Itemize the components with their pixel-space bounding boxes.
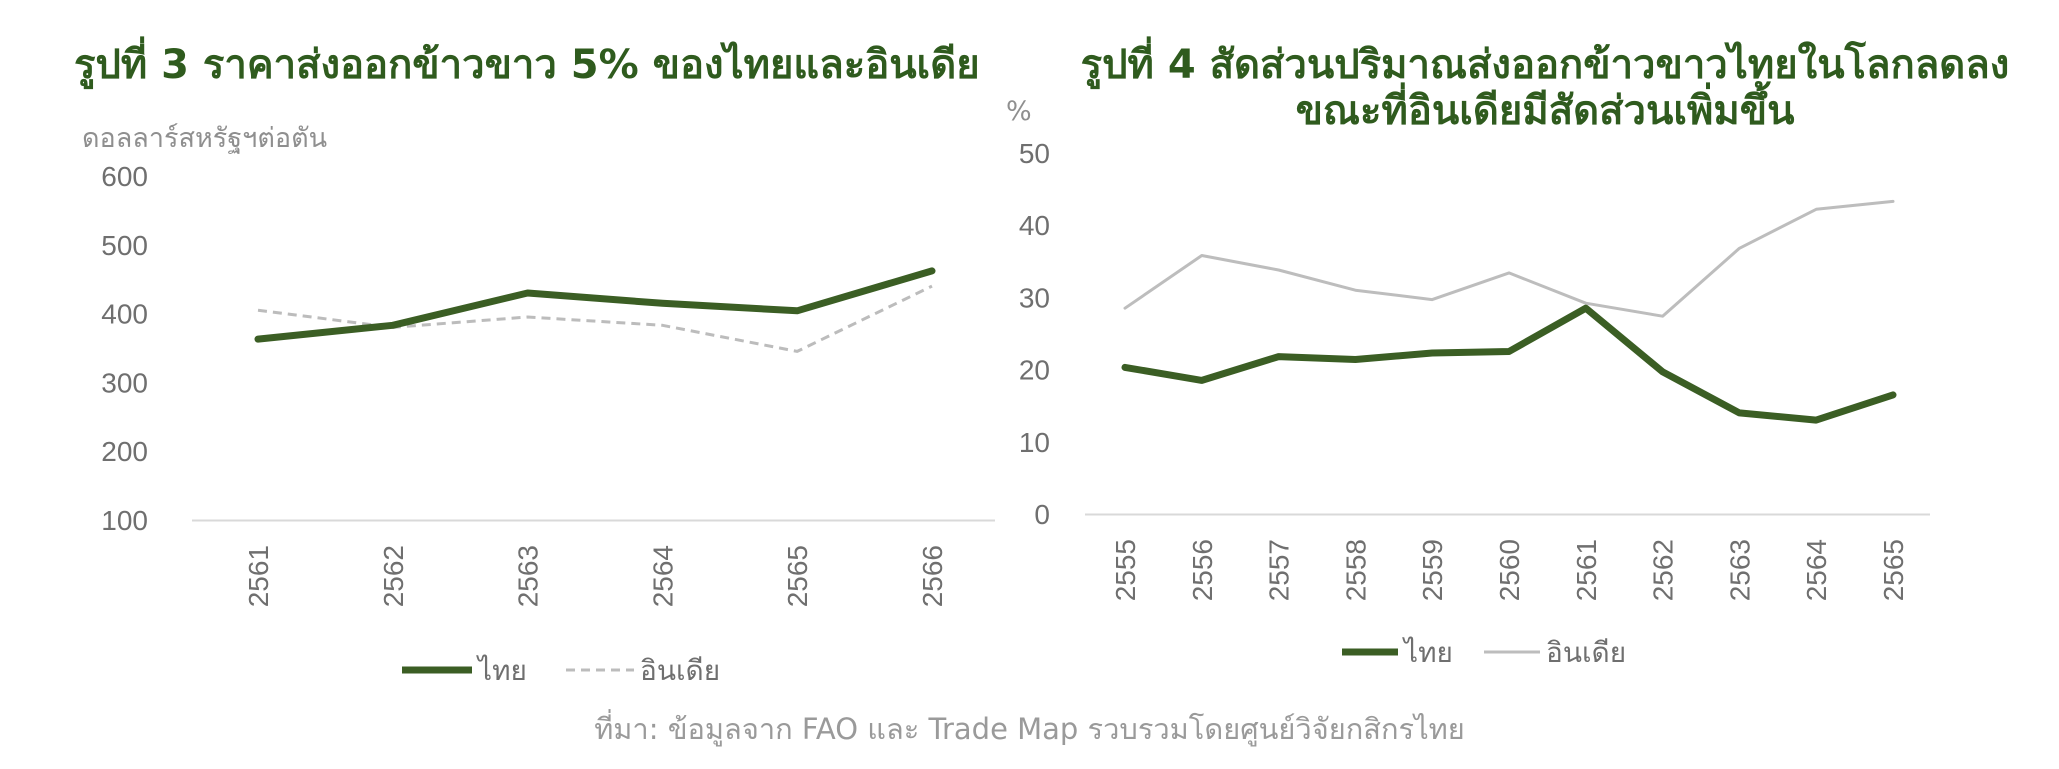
chart2-legend-label-india: อินเดีย	[1546, 636, 1626, 669]
chart2-title-line1: รูปที่ 4 สัดส่วนปริมาณส่งออกข้าวขาวไทยใน…	[1080, 42, 2010, 88]
chart1-legend-label-india: อินเดีย	[640, 654, 720, 687]
chart2-x-tick-label: 2555	[1110, 539, 1141, 601]
chart2-y-tick-label: 40	[1019, 210, 1050, 241]
chart1-x-tick-label: 2565	[782, 545, 813, 607]
chart1-legend-label-thai: ไทย	[476, 654, 527, 687]
chart1-y-unit-label: ดอลลาร์สหรัฐฯต่อตัน	[82, 123, 328, 154]
chart1-y-tick-label: 200	[101, 436, 148, 467]
chart2-x-tick-label: 2559	[1417, 539, 1448, 601]
chart2-x-tick-label: 2560	[1494, 539, 1525, 601]
chart2-legend-label-thai: ไทย	[1402, 636, 1453, 669]
chart1-x-tick-label: 2564	[647, 545, 678, 607]
source-note: ที่มา: ข้อมูลจาก FAO และ Trade Map รวบรว…	[594, 712, 1465, 746]
chart2-x-tick-label: 2561	[1571, 539, 1602, 601]
chart1-x-tick-label: 2561	[243, 545, 274, 607]
chart2-y-unit-label: %	[1006, 96, 1032, 127]
chart1-series-line-thai	[254, 267, 936, 343]
chart1-title: รูปที่ 3 ราคาส่งออกข้าวขาว 5% ของไทยและอ…	[74, 42, 980, 88]
chart1-y-tick-label: 600	[101, 161, 148, 192]
chart1-y-tick-label: 300	[101, 367, 148, 398]
chart2-title: รูปที่ 4 สัดส่วนปริมาณส่งออกข้าวขาวไทยใน…	[1030, 42, 2059, 134]
chart2-x-tick-label: 2564	[1801, 539, 1832, 601]
chart2-y-tick-label: 20	[1019, 355, 1050, 386]
chart2-title-line2: ขณะที่อินเดียมีสัดส่วนเพิ่มขึ้น	[1295, 88, 1795, 134]
chart2-x-tick-label: 2558	[1340, 539, 1371, 601]
chart1-y-tick-label: 400	[101, 299, 148, 330]
chart2-x-tick-label: 2565	[1878, 539, 1909, 601]
chart1-y-tick-label: 500	[101, 230, 148, 261]
chart2-x-tick-label: 2563	[1724, 539, 1755, 601]
chart1-x-tick-label: 2563	[513, 545, 544, 607]
chart1-x-tick-label: 2566	[917, 545, 948, 607]
chart2-x-tick-label: 2557	[1264, 539, 1295, 601]
chart2-y-tick-label: 0	[1034, 499, 1050, 530]
chart2-y-tick-label: 10	[1019, 427, 1050, 458]
chart2-series-line-india	[1123, 199, 1895, 318]
chart2-y-tick-label: 30	[1019, 282, 1050, 313]
chart2-series-line-thai	[1121, 304, 1897, 424]
chart2-x-tick-label: 2556	[1187, 539, 1218, 601]
chart2-x-tick-label: 2562	[1648, 539, 1679, 601]
chart1-x-tick-label: 2562	[378, 545, 409, 607]
chart1-y-tick-label: 100	[101, 505, 148, 536]
chart2-y-tick-label: 50	[1019, 138, 1050, 169]
